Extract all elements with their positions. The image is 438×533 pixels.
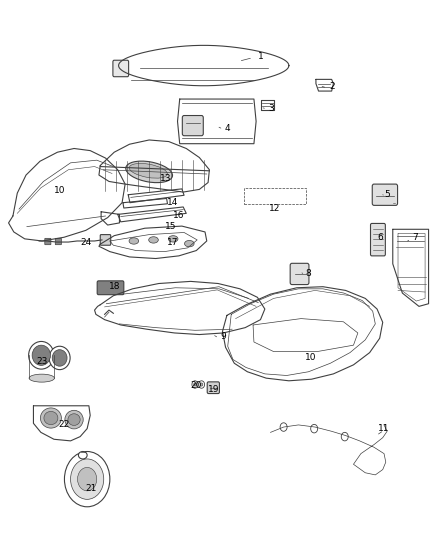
Text: 15: 15 [165, 222, 177, 231]
Text: 4: 4 [225, 124, 230, 133]
Circle shape [71, 459, 104, 499]
Circle shape [192, 381, 198, 388]
FancyBboxPatch shape [372, 184, 398, 205]
Text: 6: 6 [378, 233, 383, 242]
FancyBboxPatch shape [55, 238, 61, 245]
Ellipse shape [78, 451, 87, 459]
Text: 12: 12 [269, 204, 280, 213]
Ellipse shape [49, 346, 70, 369]
FancyBboxPatch shape [97, 281, 124, 295]
Text: 21: 21 [85, 484, 97, 493]
Circle shape [200, 383, 203, 386]
Circle shape [78, 467, 97, 491]
Ellipse shape [32, 345, 50, 366]
FancyBboxPatch shape [100, 235, 111, 245]
Ellipse shape [129, 238, 139, 244]
Text: 20: 20 [191, 381, 202, 390]
Ellipse shape [68, 414, 80, 425]
Text: 14: 14 [166, 198, 178, 207]
FancyBboxPatch shape [371, 223, 385, 256]
Ellipse shape [29, 374, 54, 382]
Text: 10: 10 [54, 186, 65, 195]
Ellipse shape [65, 410, 83, 429]
Text: 17: 17 [167, 238, 179, 247]
Text: 22: 22 [58, 421, 70, 430]
Text: 10: 10 [305, 353, 316, 362]
Ellipse shape [28, 342, 54, 369]
FancyBboxPatch shape [207, 382, 219, 393]
Ellipse shape [168, 236, 178, 242]
Text: 18: 18 [109, 282, 120, 291]
Text: 23: 23 [36, 357, 48, 366]
Text: 7: 7 [413, 233, 418, 242]
Text: 2: 2 [330, 82, 336, 91]
Text: 1: 1 [258, 52, 263, 61]
Text: 8: 8 [306, 269, 311, 278]
Ellipse shape [184, 240, 194, 247]
Text: 5: 5 [384, 190, 390, 199]
Ellipse shape [52, 350, 67, 366]
Circle shape [311, 424, 318, 433]
Ellipse shape [129, 164, 167, 178]
Text: 13: 13 [160, 174, 172, 183]
FancyBboxPatch shape [113, 60, 129, 77]
Circle shape [341, 432, 348, 441]
Text: 19: 19 [208, 385, 219, 394]
Ellipse shape [149, 237, 158, 243]
Ellipse shape [44, 411, 58, 425]
Text: 24: 24 [80, 238, 92, 247]
FancyBboxPatch shape [182, 116, 203, 136]
FancyBboxPatch shape [45, 238, 51, 245]
FancyBboxPatch shape [290, 263, 309, 285]
Ellipse shape [126, 161, 173, 183]
Circle shape [198, 381, 205, 388]
Text: 3: 3 [268, 103, 274, 112]
Text: 16: 16 [173, 211, 184, 220]
Circle shape [280, 423, 287, 431]
Circle shape [64, 451, 110, 507]
Text: 9: 9 [220, 332, 226, 341]
Circle shape [194, 383, 196, 386]
Ellipse shape [40, 408, 61, 428]
Text: 11: 11 [378, 424, 390, 433]
